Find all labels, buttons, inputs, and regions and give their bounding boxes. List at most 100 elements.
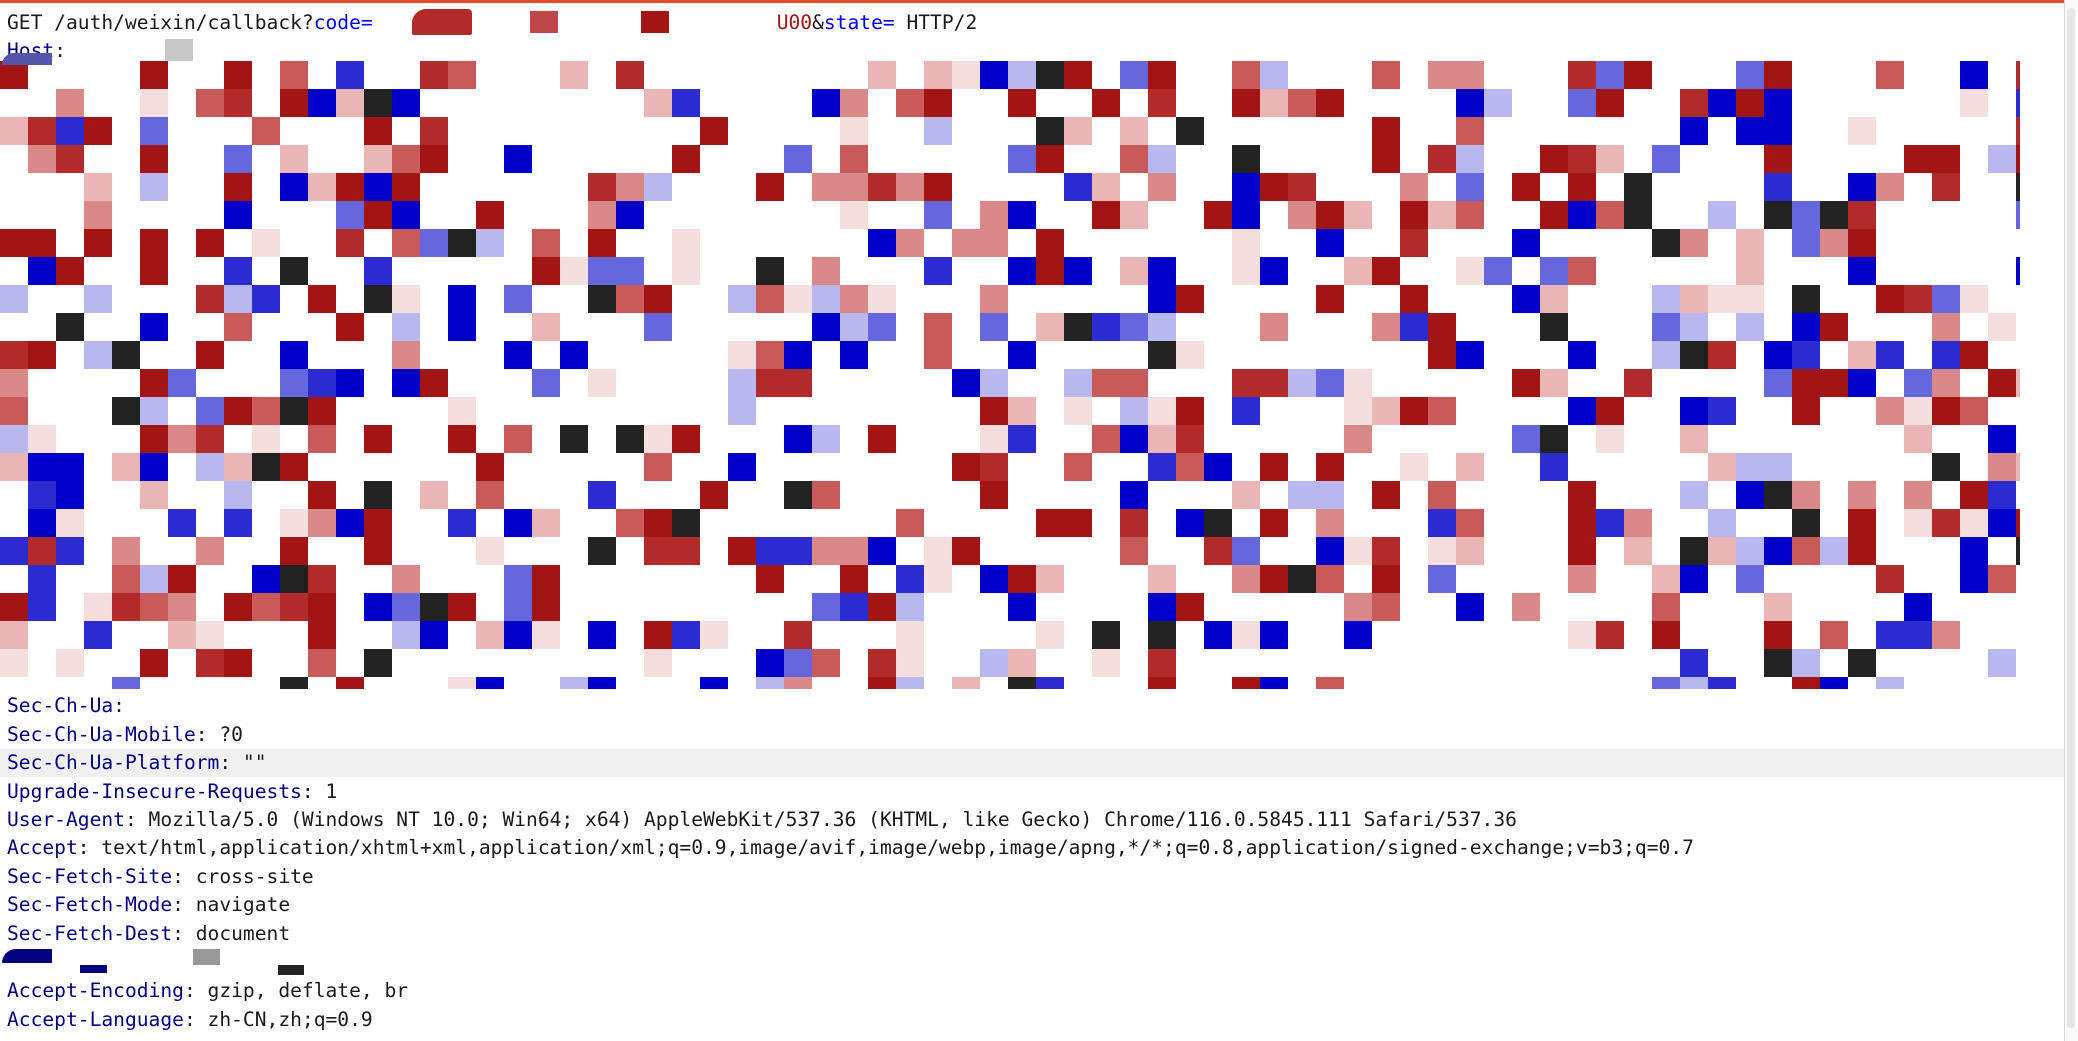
scrollbar-thumb[interactable] bbox=[2067, 8, 2075, 1028]
header-sep: : bbox=[183, 979, 196, 1002]
mask-pixel bbox=[1176, 425, 1204, 453]
mask-pixel bbox=[1204, 537, 1232, 565]
mask-pixel bbox=[1596, 397, 1624, 425]
mask-pixel bbox=[28, 509, 56, 537]
mask-pixel bbox=[1540, 257, 1568, 285]
mask-pixel bbox=[980, 285, 1008, 313]
mask-pixel bbox=[1988, 453, 2016, 481]
mask-pixel bbox=[252, 565, 280, 593]
mask-pixel bbox=[1596, 145, 1624, 173]
mask-pixel bbox=[1120, 537, 1148, 565]
mask-pixel bbox=[112, 341, 140, 369]
mask-pixel bbox=[1036, 565, 1064, 593]
mask-pixel bbox=[1204, 453, 1232, 481]
mask-pixel bbox=[868, 593, 896, 621]
mask-pixel bbox=[1876, 397, 1904, 425]
mask-pixel bbox=[728, 537, 756, 565]
mask-pixel bbox=[2016, 537, 2020, 565]
mask-pixel bbox=[392, 621, 420, 649]
mask-pixel bbox=[1736, 453, 1764, 481]
mask-pixel bbox=[1736, 481, 1764, 509]
mask-pixel bbox=[1736, 257, 1764, 285]
mask-pixel bbox=[140, 481, 168, 509]
mask-pixel bbox=[0, 285, 28, 313]
mask-pixel bbox=[1036, 677, 1064, 689]
mask-pixel bbox=[1932, 453, 1960, 481]
mask-pixel bbox=[224, 201, 252, 229]
mask-pixel bbox=[1288, 201, 1316, 229]
mask-pixel bbox=[1960, 341, 1988, 369]
mask-pixel bbox=[532, 593, 560, 621]
mask-pixel bbox=[728, 453, 756, 481]
mask-pixel bbox=[280, 397, 308, 425]
header-line-sec-fetch-site[interactable]: Sec-Fetch-Site: cross-site bbox=[0, 863, 2064, 891]
mask-pixel bbox=[1260, 173, 1288, 201]
mask-pixel bbox=[1876, 173, 1904, 201]
header-line-sec-ch-ua[interactable]: Sec-Ch-Ua: bbox=[0, 692, 2064, 720]
mask-pixel bbox=[616, 61, 644, 89]
header-line-accept[interactable]: Accept: text/html,application/xhtml+xml,… bbox=[0, 834, 2064, 862]
mask-pixel bbox=[728, 341, 756, 369]
mask-pixel bbox=[1680, 341, 1708, 369]
header-sep: : bbox=[183, 1008, 196, 1031]
header-line-sec-ch-ua-mobile[interactable]: Sec-Ch-Ua-Mobile: ?0 bbox=[0, 721, 2064, 749]
mask-pixel bbox=[448, 313, 476, 341]
mask-pixel bbox=[1400, 201, 1428, 229]
mask-pixel bbox=[1736, 285, 1764, 313]
mask-pixel bbox=[308, 397, 336, 425]
mask-pixel bbox=[28, 593, 56, 621]
header-line-user-agent[interactable]: User-Agent: Mozilla/5.0 (Windows NT 10.0… bbox=[0, 806, 2064, 834]
header-line-accept-encoding[interactable]: Accept-Encoding: gzip, deflate, br bbox=[0, 977, 2064, 1005]
redaction-mark bbox=[2, 949, 52, 963]
mask-pixel bbox=[1148, 341, 1176, 369]
mask-pixel bbox=[0, 341, 28, 369]
mask-pixel bbox=[476, 677, 504, 689]
mask-pixel bbox=[224, 313, 252, 341]
mask-pixel bbox=[1428, 481, 1456, 509]
mask-pixel bbox=[644, 621, 672, 649]
mask-pixel bbox=[1148, 565, 1176, 593]
mask-pixel bbox=[1568, 565, 1596, 593]
mask-pixel bbox=[1904, 481, 1932, 509]
mask-pixel bbox=[924, 117, 952, 145]
request-line[interactable]: GET /auth/weixin/callback?code= U00&state… bbox=[0, 9, 2064, 37]
mask-pixel bbox=[1512, 425, 1540, 453]
mask-pixel bbox=[28, 425, 56, 453]
mask-pixel bbox=[2016, 509, 2020, 537]
mask-pixel bbox=[336, 89, 364, 117]
header-line-accept-language[interactable]: Accept-Language: zh-CN,zh;q=0.9 bbox=[0, 1006, 2064, 1034]
mask-pixel bbox=[1512, 593, 1540, 621]
header-line-sec-ch-ua-platform[interactable]: Sec-Ch-Ua-Platform: "" bbox=[0, 749, 2064, 777]
mask-pixel bbox=[392, 229, 420, 257]
mask-pixel bbox=[1036, 229, 1064, 257]
mask-pixel bbox=[1372, 257, 1400, 285]
header-line-upgrade-insecure-requests[interactable]: Upgrade-Insecure-Requests: 1 bbox=[0, 778, 2064, 806]
mask-pixel bbox=[1792, 509, 1820, 537]
mask-pixel bbox=[1792, 481, 1820, 509]
mask-pixel bbox=[224, 173, 252, 201]
header-line-sec-fetch-dest[interactable]: Sec-Fetch-Dest: document bbox=[0, 920, 2064, 948]
mask-pixel bbox=[1596, 201, 1624, 229]
mask-pixel bbox=[1988, 509, 2016, 537]
redaction-mark bbox=[412, 9, 472, 35]
mask-pixel bbox=[84, 201, 112, 229]
mask-pixel bbox=[1960, 509, 1988, 537]
mask-pixel bbox=[28, 537, 56, 565]
mask-pixel bbox=[1568, 257, 1596, 285]
mask-pixel bbox=[56, 537, 84, 565]
header-line-sec-fetch-mode[interactable]: Sec-Fetch-Mode: navigate bbox=[0, 891, 2064, 919]
mask-pixel bbox=[1904, 593, 1932, 621]
mask-pixel bbox=[140, 369, 168, 397]
mask-pixel bbox=[1652, 313, 1680, 341]
mask-pixel bbox=[0, 453, 28, 481]
mask-pixel bbox=[1232, 397, 1260, 425]
redacted-pixel-mask bbox=[0, 61, 2020, 689]
mask-pixel bbox=[728, 369, 756, 397]
mask-pixel bbox=[980, 565, 1008, 593]
mask-pixel bbox=[1344, 257, 1372, 285]
mask-pixel bbox=[616, 257, 644, 285]
mask-pixel bbox=[672, 537, 700, 565]
mask-pixel bbox=[1680, 285, 1708, 313]
mask-pixel bbox=[1372, 537, 1400, 565]
